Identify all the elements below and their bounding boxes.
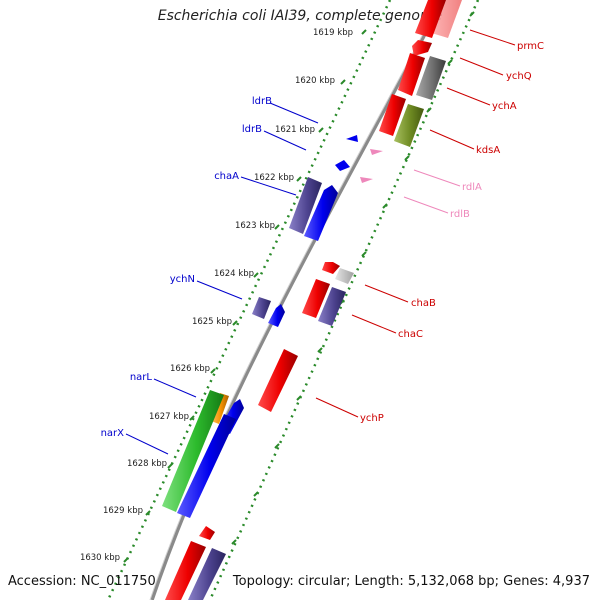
gene-label-ldrB[interactable]: ldrB [252,96,272,107]
feature-prmC[interactable] [415,0,446,38]
feature-ychN-slate[interactable] [252,297,271,319]
tick-label: 1624 kbp [214,269,254,279]
genome-title: Escherichia coli IAI39, complete genome [157,8,443,24]
rna-label-leaders [403,169,461,214]
tick-label: 1629 kbp [103,506,143,516]
feature-ldrB-1[interactable] [346,135,358,142]
outer-tick-line [208,0,480,600]
gene-label-prmC[interactable]: prmC [517,41,544,52]
tick-label: 1619 kbp [313,28,353,38]
genome-backbone-highlight [149,0,442,600]
gene-label-kdsA[interactable]: kdsA [476,145,500,156]
gene-label-ldrB[interactable]: ldrB [242,124,262,135]
feature-chaA-slate[interactable] [289,177,322,234]
tick-label: 1628 kbp [127,459,167,469]
reverse-strand-features [165,0,462,600]
feature-chaA[interactable] [304,185,338,241]
gene-label-ychN[interactable]: ychN [170,274,195,285]
gene-label-ychQ[interactable]: ychQ [506,71,532,82]
feature-red-arrow[interactable] [412,40,432,56]
gene-label-chaC[interactable]: chaC [398,329,423,340]
feature-ychN[interactable] [268,304,285,327]
tick-label: 1625 kbp [192,317,232,327]
reverse-label-leaders [315,29,516,418]
tick-labels: 1619 kbp 1620 kbp 1621 kbp 1622 kbp 1623… [80,28,353,563]
gene-label-chaA[interactable]: chaA [214,171,239,182]
gene-label-narL[interactable]: narL [130,372,153,383]
tick-label: 1626 kbp [170,364,210,374]
feature-grey-ychQ[interactable] [416,56,446,100]
gene-label-ychA[interactable]: ychA [492,101,517,112]
tick-label: 1623 kbp [235,221,275,231]
forward-labels: ldrB ldrB chaA ychN narL narX [101,96,273,439]
feature-chaB-arrow[interactable] [322,262,340,274]
feature-chaC[interactable] [318,287,346,326]
feature-red-bottom[interactable] [165,541,206,600]
forward-strand-features [162,135,358,518]
genome-summary-text: Topology: circular; Length: 5,132,068 bp… [232,574,590,589]
feature-rdlA[interactable] [370,149,383,155]
gene-label-chaB[interactable]: chaB [411,298,436,309]
tick-label: 1620 kbp [295,76,335,86]
gene-label-ychP[interactable]: ychP [360,413,384,424]
forward-label-leaders [125,102,319,455]
feature-chaB[interactable] [335,268,354,284]
reverse-labels: prmC ychQ ychA kdsA rdlA rdlB chaB chaC … [360,41,544,424]
tick-label: 1627 kbp [149,412,189,422]
feature-ychA[interactable] [379,94,406,136]
feature-narX[interactable] [162,390,224,512]
feature-chaC-red[interactable] [302,279,330,318]
feature-slate-bottom[interactable] [188,548,226,600]
feature-ldrB-2[interactable] [335,160,350,171]
gene-label-rdlA[interactable]: rdlA [462,182,482,193]
tick-label: 1622 kbp [254,173,294,183]
tick-label: 1630 kbp [80,553,120,563]
feature-ychQ[interactable] [398,53,425,96]
inner-tick-line [106,0,392,600]
feature-narL-orange[interactable] [211,393,229,424]
feature-narX-blue[interactable] [177,414,236,518]
tick-label: 1621 kbp [275,125,315,135]
feature-kdsA[interactable] [394,104,424,147]
feature-red-small-bottom[interactable] [199,526,215,540]
gene-label-rdlB[interactable]: rdlB [450,209,470,220]
accession-text: Accession: NC_011750 [8,574,156,589]
feature-rdlB[interactable] [360,177,373,183]
feature-ychP[interactable] [258,349,298,412]
gene-label-narX[interactable]: narX [101,428,125,439]
